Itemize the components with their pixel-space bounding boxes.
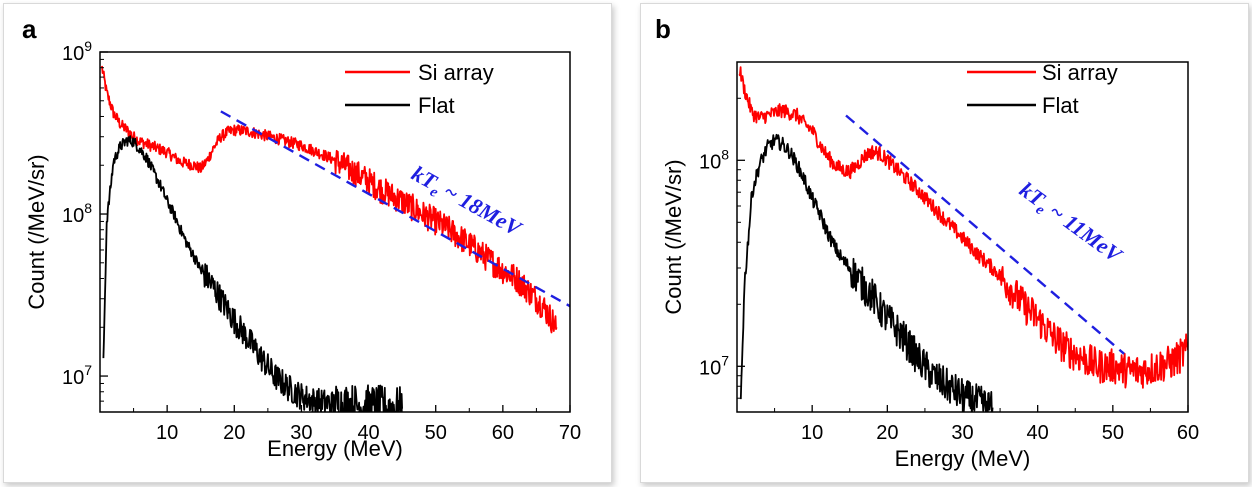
y-axis-title: Count (/MeV/sr) (661, 159, 686, 314)
y-tick-exponent: 8 (84, 200, 92, 216)
temperature-annotation: kTe ~ 11MeV (1013, 177, 1129, 272)
fit-dashed-line (845, 114, 1125, 355)
x-tick-label: 50 (1102, 422, 1124, 444)
x-tick-label: 10 (156, 422, 178, 444)
y-axis-title: Count (/MeV/sr) (24, 154, 49, 309)
x-axis-title: Energy (MeV) (267, 436, 403, 461)
x-tick-label: 40 (357, 422, 379, 444)
legend-label: Si array (418, 60, 494, 85)
x-axis-title: Energy (MeV) (895, 446, 1031, 471)
panel-b-frame (640, 3, 1249, 483)
annotation-suffix: ~ 11MeV (1040, 195, 1128, 269)
legend-label: Flat (418, 93, 455, 118)
legend-label: Si array (1042, 60, 1118, 85)
series-line-flat (739, 133, 994, 412)
y-tick-label: 107 (699, 352, 729, 379)
y-tick-label: 108 (699, 146, 729, 173)
y-tick-label: 107 (62, 362, 92, 389)
fit-dashed-line (220, 110, 571, 308)
panel-label: b (655, 14, 671, 44)
x-tick-label: 70 (559, 422, 581, 444)
x-tick-label: 10 (801, 422, 823, 444)
x-tick-label: 60 (1177, 422, 1199, 444)
y-tick-label: 108 (62, 200, 92, 227)
plot-area (101, 65, 558, 412)
x-tick-label: 20 (223, 422, 245, 444)
y-tick-exponent: 7 (84, 362, 92, 378)
x-tick-label: 60 (492, 422, 514, 444)
chart-panel-a: 10 20 30 40 50 60 70 107 108 109 Energy (MeV) Count… (22, 14, 581, 461)
series-line-si-array (738, 66, 1188, 389)
x-tick-label: 20 (876, 422, 898, 444)
panel-label: a (22, 14, 37, 44)
x-tick-label: 40 (1027, 422, 1049, 444)
x-tick-label: 30 (951, 422, 973, 444)
chart-panel-b: 10 20 30 40 50 60 107 108 Energy (MeV) Count (/Me… (655, 14, 1199, 471)
y-tick-exponent: 7 (721, 352, 729, 368)
x-tick-label: 30 (290, 422, 312, 444)
plot-area (738, 66, 1188, 412)
x-tick-label: 50 (425, 422, 447, 444)
y-tick-exponent: 9 (84, 38, 92, 54)
y-tick-label: 109 (62, 38, 92, 65)
legend-label: Flat (1042, 93, 1079, 118)
series-line-flat (102, 135, 403, 412)
y-tick-exponent: 8 (721, 146, 729, 162)
